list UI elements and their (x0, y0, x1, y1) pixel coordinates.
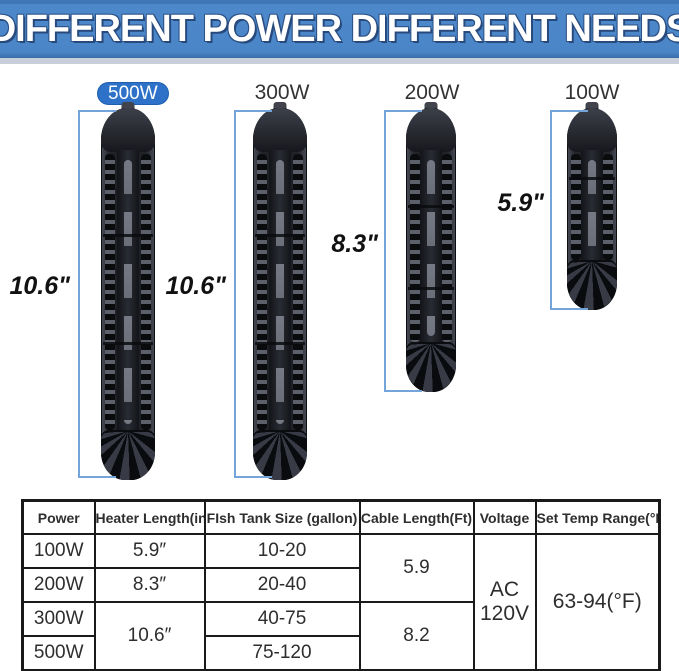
heater-image-300w (253, 102, 307, 480)
heater-vent-holes-right (442, 154, 452, 342)
measure-cap-top (550, 110, 588, 112)
watt-label-500w-highlighted: 500W (97, 82, 169, 105)
watt-label-100w: 100W (564, 81, 620, 104)
heater-image-200w (406, 102, 456, 392)
heater-top-connector (273, 102, 287, 110)
heater-seam (569, 176, 615, 180)
cell-voltage: AC 120V (472, 533, 537, 671)
length-label-500w: 10.6" (9, 272, 70, 300)
heater-seam (255, 342, 305, 346)
heater-dome-cap (253, 108, 307, 152)
heater-image-100w (567, 102, 617, 310)
heater-bottom-cage (567, 260, 617, 310)
cell-cable-large: 8.2 (358, 601, 475, 671)
cell-power-300w: 300W (21, 601, 96, 637)
heater-vent-holes-left (571, 154, 581, 260)
cell-length-300w-500w: 10.6″ (93, 601, 206, 671)
length-label-300w: 10.6" (165, 272, 226, 300)
cell-temp-range: 63-94(°F) (534, 533, 661, 671)
cell-tank-200w: 20-40 (203, 567, 361, 603)
table-row-100w: 100W 5.9″ 10-20 5.9 AC 120V 63-94(°F) (21, 533, 661, 671)
header-tank-size: FIsh Tank Size (gallon) (203, 499, 361, 535)
measure-cap-bottom (78, 476, 116, 478)
measure-bracket-200w (384, 110, 422, 392)
cell-length-100w: 5.9″ (93, 533, 206, 569)
heater-bottom-cage (406, 342, 456, 392)
measure-cap-top (234, 110, 272, 112)
measure-cap-top (78, 110, 116, 112)
cell-tank-300w: 40-75 (203, 601, 361, 637)
header-cable-length: Cable Length(Ft) (358, 499, 475, 535)
header-power: Power (21, 499, 96, 535)
heater-dome-cap (406, 108, 456, 152)
heater-seam (408, 204, 454, 208)
watt-label-200w: 200W (404, 81, 460, 104)
header-heater-length: Heater Length(in) (93, 499, 206, 535)
heater-window-slots (427, 160, 435, 336)
cell-tank-500w: 75-120 (203, 635, 361, 671)
heater-top-connector (585, 102, 599, 110)
banner-divider (0, 58, 679, 64)
heater-image-500w (101, 102, 155, 480)
measure-bracket-500w (78, 110, 116, 478)
heater-vent-holes-left (410, 154, 420, 342)
measure-cap-bottom (384, 390, 422, 392)
heater-seam (408, 286, 454, 290)
heater-window-slots (124, 160, 132, 424)
length-label-200w: 8.3" (331, 230, 378, 258)
table-row-500w: 500W 75-120 (21, 635, 660, 671)
heater-vent-holes-right (293, 154, 303, 430)
banner-title: DIFFERENT POWER DIFFERENT NEEDS (0, 8, 679, 50)
cell-tank-100w: 10-20 (203, 533, 361, 569)
heater-seam (255, 234, 305, 238)
header-voltage: Voltage (472, 499, 537, 535)
measure-cap-bottom (550, 308, 588, 310)
heater-seam (103, 342, 153, 346)
heater-seam (103, 234, 153, 238)
heater-bottom-cage (253, 430, 307, 480)
table-row-200w: 200W 8.3″ 20-40 (21, 567, 660, 603)
heater-vent-holes-left (257, 154, 267, 430)
cell-power-200w: 200W (21, 567, 96, 603)
cell-cable-small: 5.9 (358, 533, 475, 603)
spec-table-header-row: Power Heater Length(in) FIsh Tank Size (… (21, 499, 661, 535)
cell-length-200w: 8.3″ (93, 567, 206, 603)
measure-bracket-300w (234, 110, 272, 478)
measure-cap-top (384, 110, 422, 112)
length-label-100w: 5.9" (497, 189, 544, 217)
heater-window-slots (276, 160, 284, 424)
heater-window-slots (588, 160, 596, 254)
heater-bottom-cage (101, 430, 155, 480)
heater-vent-holes-right (141, 154, 151, 430)
heater-top-connector (121, 102, 135, 110)
heater-vent-holes-left (105, 154, 115, 430)
heater-dome-cap (101, 108, 155, 152)
header-temp-range: Set Temp Range(°F) (534, 499, 661, 535)
heater-vent-holes-right (603, 154, 613, 260)
measure-bracket-100w (550, 110, 588, 310)
heater-dome-cap (567, 108, 617, 152)
cell-power-100w: 100W (21, 533, 96, 569)
watt-label-300w: 300W (254, 81, 310, 104)
banner: DIFFERENT POWER DIFFERENT NEEDS (0, 0, 679, 58)
spec-table: Power Heater Length(in) FIsh Tank Size (… (21, 499, 661, 671)
measure-cap-bottom (234, 476, 272, 478)
heater-top-connector (424, 102, 438, 110)
voltage-line-2: 120V (479, 602, 530, 625)
table-row-300w: 300W 10.6″ 40-75 8.2 (21, 601, 660, 671)
cell-power-500w: 500W (21, 635, 96, 671)
voltage-line-1: AC (489, 578, 520, 601)
